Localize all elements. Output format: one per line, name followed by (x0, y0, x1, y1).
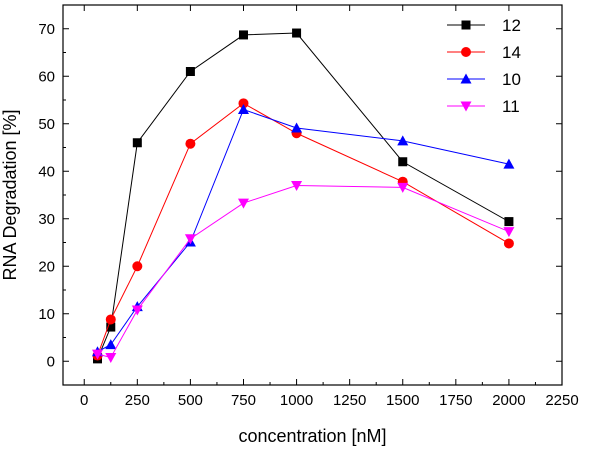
data-point (131, 305, 143, 316)
data-point (292, 28, 302, 38)
y-tick-label: 60 (38, 68, 55, 85)
data-point (238, 98, 249, 109)
data-point (461, 47, 471, 57)
series-line (97, 102, 510, 356)
x-tick-label: 1250 (333, 392, 366, 409)
legend: 12 14 10 11 (447, 16, 521, 116)
data-point (237, 104, 249, 114)
x-tick-label: 1750 (439, 392, 472, 409)
plot-frame (62, 4, 563, 386)
series-10 (92, 104, 515, 357)
data-point (238, 30, 248, 40)
x-tick-label: 1500 (386, 392, 419, 409)
data-point (106, 322, 116, 332)
data-point (132, 138, 142, 148)
y-tick-label: 10 (38, 306, 55, 323)
y-tick-label: 0 (47, 353, 55, 370)
x-tick-label: 0 (80, 392, 88, 409)
series-line (97, 184, 510, 359)
x-tick-label: 250 (125, 392, 150, 409)
data-point (504, 217, 514, 227)
legend-item: 10 (447, 70, 521, 89)
data-point (105, 339, 117, 350)
series-14 (92, 98, 514, 361)
series-line (97, 32, 510, 360)
legend-label: 12 (502, 16, 521, 35)
y-tick-label: 70 (38, 21, 55, 38)
data-point (460, 73, 472, 84)
legend-label: 10 (502, 70, 521, 89)
legend-item: 14 (447, 43, 521, 62)
x-tick-label: 2250 (545, 392, 578, 409)
plot-area: 0 250 500 750 1000 1250 1500 1750 2000 2250010203… (38, 4, 579, 409)
data-point (291, 122, 303, 133)
series-line (97, 108, 510, 353)
legend-label: 14 (502, 43, 521, 62)
data-point (461, 20, 471, 30)
data-point (503, 238, 514, 249)
x-axis-title: concentration [nM] (238, 426, 386, 446)
data-point (397, 135, 409, 146)
x-tick-label: 2000 (492, 392, 525, 409)
data-point (397, 182, 409, 193)
data-point (132, 261, 143, 272)
series-12 (93, 28, 514, 364)
data-point (105, 314, 116, 325)
legend-item: 11 (447, 97, 520, 116)
data-point (105, 352, 117, 363)
series-11 (92, 181, 515, 363)
y-tick-label: 30 (38, 211, 55, 228)
data-point (237, 198, 249, 209)
legend-item: 12 (447, 16, 521, 35)
data-point (460, 101, 472, 112)
y-tick-label: 20 (38, 258, 55, 275)
data-point (503, 158, 515, 169)
data-point (185, 138, 196, 149)
x-tick-label: 750 (231, 392, 256, 409)
data-point (92, 349, 104, 360)
data-point (398, 157, 408, 167)
y-axis-title: RNA Degradation [%] (0, 109, 20, 280)
x-tick-label: 500 (178, 392, 203, 409)
y-tick-label: 40 (38, 163, 55, 180)
data-point (291, 181, 303, 191)
legend-label: 11 (502, 97, 520, 116)
y-tick-label: 50 (38, 116, 55, 133)
data-point (185, 67, 195, 76)
x-tick-label: 1000 (280, 392, 313, 409)
data-point (503, 227, 515, 238)
data-point (184, 234, 196, 245)
